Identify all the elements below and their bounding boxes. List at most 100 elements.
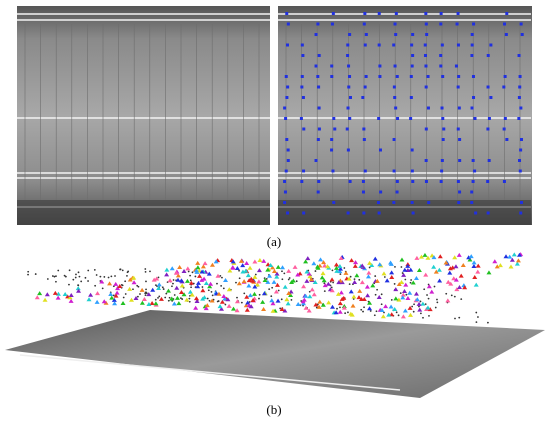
texture xyxy=(369,262,375,267)
texture xyxy=(103,276,106,278)
texture xyxy=(223,277,229,282)
texture xyxy=(346,106,350,110)
texture xyxy=(321,260,327,265)
texture xyxy=(270,295,273,298)
texture xyxy=(400,292,406,297)
texture xyxy=(393,287,399,292)
texture xyxy=(144,268,147,270)
texture xyxy=(379,308,385,313)
texture xyxy=(171,301,177,306)
texture xyxy=(201,286,204,288)
texture xyxy=(380,293,383,296)
texture xyxy=(314,270,317,272)
texture xyxy=(336,280,342,285)
texture xyxy=(247,293,253,298)
texture xyxy=(425,305,431,310)
texture xyxy=(231,306,237,311)
texture xyxy=(324,264,330,269)
texture xyxy=(353,278,356,281)
texture xyxy=(424,85,428,89)
texture xyxy=(72,278,75,281)
texture xyxy=(295,280,298,283)
texture xyxy=(287,278,290,281)
texture xyxy=(145,280,147,283)
texture xyxy=(101,299,107,304)
texture xyxy=(169,296,175,301)
texture xyxy=(211,294,214,297)
texture xyxy=(178,290,184,295)
texture xyxy=(275,264,281,269)
texture xyxy=(517,54,521,57)
texture xyxy=(120,300,126,305)
texture xyxy=(236,281,242,286)
texture xyxy=(193,268,199,273)
texture xyxy=(288,289,294,294)
texture xyxy=(149,301,155,306)
texture xyxy=(283,201,287,204)
texture xyxy=(402,267,408,272)
texture xyxy=(311,292,317,297)
texture xyxy=(374,293,377,296)
texture xyxy=(248,304,254,309)
texture xyxy=(271,286,274,289)
texture xyxy=(68,298,74,303)
texture xyxy=(131,280,137,285)
texture xyxy=(341,295,347,300)
texture xyxy=(455,22,459,26)
texture xyxy=(121,269,124,272)
texture xyxy=(362,138,366,141)
texture xyxy=(331,169,335,173)
texture xyxy=(454,317,456,320)
texture xyxy=(139,300,145,305)
texture xyxy=(505,12,509,15)
texture xyxy=(475,311,478,314)
texture xyxy=(109,295,115,300)
texture xyxy=(473,169,477,173)
texture xyxy=(194,298,200,303)
texture xyxy=(411,180,415,183)
texture xyxy=(162,288,165,290)
texture xyxy=(456,43,460,47)
texture xyxy=(270,301,276,306)
texture xyxy=(313,302,319,307)
texture xyxy=(413,303,415,306)
texture xyxy=(261,258,267,263)
texture xyxy=(274,271,280,276)
texture xyxy=(304,269,310,274)
texture xyxy=(357,288,363,293)
point-cloud-ground xyxy=(5,310,545,398)
texture xyxy=(275,298,281,303)
texture xyxy=(305,256,311,261)
texture xyxy=(216,300,219,303)
texture xyxy=(514,261,520,266)
texture xyxy=(436,298,438,301)
texture xyxy=(195,260,201,265)
texture xyxy=(453,295,456,298)
texture xyxy=(316,190,320,194)
texture xyxy=(458,190,462,194)
texture xyxy=(331,269,334,272)
texture xyxy=(219,274,222,277)
texture xyxy=(334,268,340,273)
texture xyxy=(359,280,365,285)
texture xyxy=(486,85,490,89)
texture xyxy=(95,291,101,296)
texture xyxy=(452,255,458,260)
texture xyxy=(413,276,419,281)
texture xyxy=(188,300,191,303)
texture xyxy=(520,201,524,204)
texture xyxy=(520,33,524,36)
panel-label: (b) xyxy=(266,402,281,417)
texture xyxy=(395,190,399,194)
texture xyxy=(175,277,181,282)
texture xyxy=(400,266,403,268)
texture xyxy=(165,292,168,295)
texture xyxy=(347,311,349,314)
texture xyxy=(245,273,251,278)
texture xyxy=(261,291,267,296)
texture xyxy=(226,287,232,292)
texture xyxy=(410,201,414,204)
texture xyxy=(393,96,397,99)
texture xyxy=(308,277,314,282)
texture xyxy=(172,279,175,281)
